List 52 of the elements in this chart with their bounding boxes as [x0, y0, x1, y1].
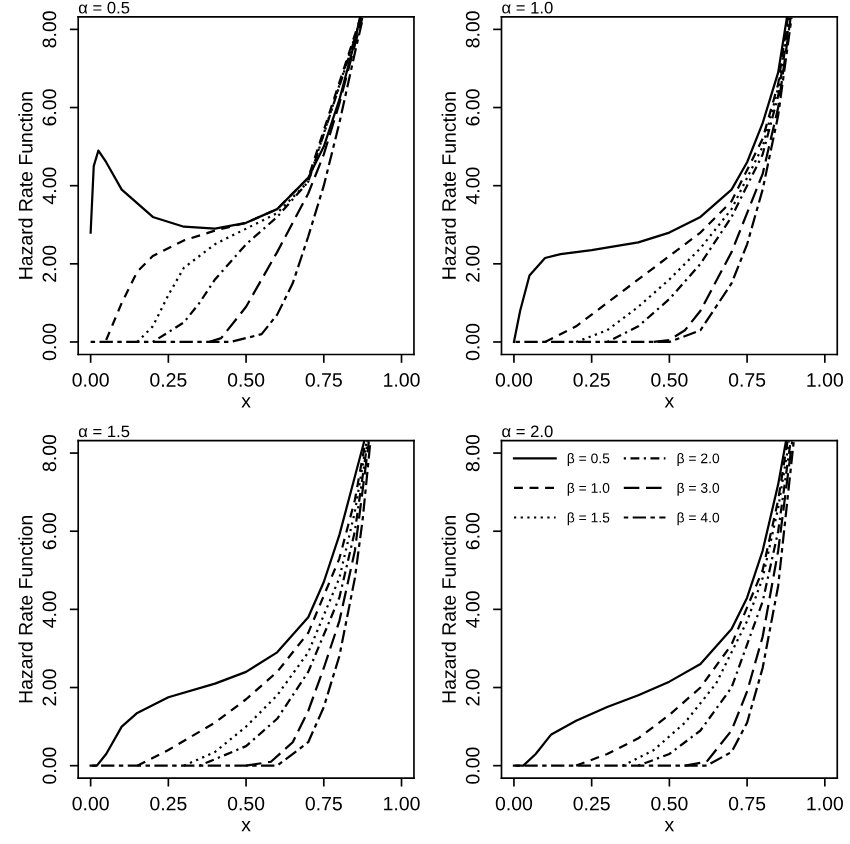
y-tick-label: 8.00: [42, 434, 57, 472]
x-tick-label: 0.75: [728, 796, 766, 811]
y-tick-label: 4.00: [42, 167, 57, 205]
y-tick-label: 6.00: [42, 513, 57, 550]
chart-title: α = 1.0: [502, 1, 553, 14]
y-tick-label: 2.00: [42, 245, 57, 282]
x-tick-label: 0.00: [495, 796, 533, 811]
x-tick-label: 1.00: [807, 796, 843, 811]
x-tick-label: 0.25: [573, 373, 610, 387]
x-tick-label: 0.50: [227, 373, 265, 387]
y-axis-title: Hazard Rate Function: [441, 516, 456, 703]
y-tick-label: 2.00: [42, 669, 57, 706]
y-tick-label: 2.00: [465, 669, 480, 706]
x-tick-label: 0.25: [150, 796, 187, 811]
y-tick-label: 4.00: [42, 591, 57, 628]
y-tick-label: 0.00: [465, 747, 480, 784]
y-tick-label: 8.00: [465, 434, 480, 472]
x-tick-label: 0.50: [651, 373, 688, 387]
x-tick-label: 0.00: [495, 373, 533, 387]
x-tick-label: 1.00: [384, 373, 420, 387]
y-tick-label: 0.00: [42, 323, 57, 361]
x-tick-label: 0.25: [573, 796, 610, 811]
y-axis-title: Hazard Rate Function: [18, 516, 33, 703]
chart-title: α = 1.5: [78, 425, 130, 438]
x-tick-label: 0.25: [150, 373, 187, 387]
x-tick-label: 0.75: [728, 373, 766, 387]
y-tick-label: 8.00: [465, 11, 480, 48]
x-axis-title: x: [241, 397, 251, 408]
x-axis-title: x: [241, 820, 251, 832]
y-tick-label: 6.00: [465, 89, 480, 126]
x-axis-title: x: [664, 820, 675, 832]
x-tick-label: 0.00: [72, 373, 109, 387]
y-tick-label: 2.00: [465, 245, 480, 282]
y-tick-label: 8.00: [42, 11, 57, 48]
chart-title: α = 0.5: [78, 1, 130, 14]
x-tick-label: 0.50: [227, 796, 265, 811]
y-tick-label: 4.00: [465, 591, 480, 628]
x-tick-label: 0.75: [305, 796, 342, 811]
x-axis-title: x: [664, 397, 675, 408]
x-tick-label: 1.00: [807, 373, 843, 387]
x-tick-label: 0.50: [651, 796, 688, 811]
y-tick-label: 6.00: [42, 89, 57, 126]
y-tick-label: 6.00: [465, 513, 480, 550]
y-axis-title: Hazard Rate Function: [441, 92, 456, 279]
y-tick-label: 0.00: [42, 747, 57, 784]
y-tick-label: 4.00: [465, 167, 480, 205]
y-tick-label: 0.00: [465, 323, 480, 361]
x-tick-label: 1.00: [384, 796, 420, 811]
x-tick-label: 0.00: [72, 796, 109, 811]
y-axis-title: Hazard Rate Function: [18, 92, 33, 279]
chart-title: α = 2.0: [502, 425, 553, 438]
x-tick-label: 0.75: [305, 373, 342, 387]
